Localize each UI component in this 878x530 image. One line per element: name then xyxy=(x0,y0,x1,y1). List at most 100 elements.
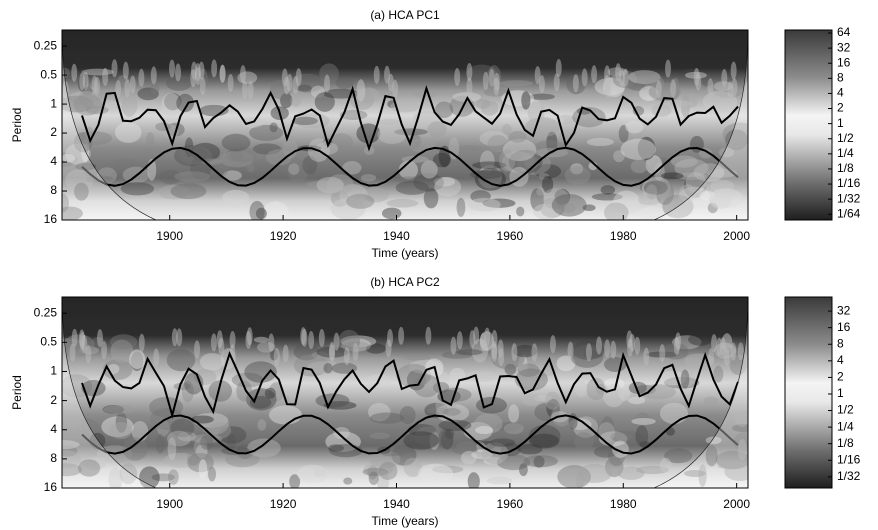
y-tick-label: 8 xyxy=(50,451,57,465)
heatmap-blob xyxy=(102,359,133,381)
heatmap-blob xyxy=(326,174,354,195)
colorbar-tick-label: 1/4 xyxy=(837,146,854,160)
heatmap-blob xyxy=(151,473,175,482)
heatmap-blob xyxy=(600,185,616,195)
heatmap-blob xyxy=(146,132,155,148)
heatmap-blob xyxy=(413,374,441,398)
heatmap-blob xyxy=(288,163,300,175)
heatmap-blob xyxy=(586,377,606,401)
heatmap-blob xyxy=(628,381,647,394)
heatmap-spike xyxy=(626,330,633,349)
heatmap-blob xyxy=(62,193,69,213)
heatmap-spike xyxy=(723,348,730,367)
heatmap-blob xyxy=(457,145,482,152)
heatmap xyxy=(62,297,748,488)
heatmap-blob xyxy=(561,202,576,214)
y-tick-label: 1 xyxy=(50,364,57,378)
heatmap-spike xyxy=(643,347,650,366)
heatmap-blob xyxy=(363,187,389,203)
heatmap-blob xyxy=(708,188,744,208)
heatmap-blob xyxy=(526,99,541,113)
heatmap-blob xyxy=(102,405,125,414)
heatmap-blob xyxy=(513,344,538,358)
heatmap-blob xyxy=(395,180,430,195)
heatmap-blob xyxy=(627,396,646,405)
heatmap-spike xyxy=(211,59,218,78)
heatmap-blob xyxy=(280,92,293,109)
heatmap-blob xyxy=(331,362,358,374)
heatmap-spike xyxy=(581,68,588,87)
heatmap-blob xyxy=(603,378,625,390)
colorbar-tick-label: 16 xyxy=(837,55,851,69)
heatmap-blob xyxy=(499,80,533,87)
y-tick-label: 8 xyxy=(50,183,57,197)
heatmap-blob xyxy=(290,95,302,107)
heatmap-spike xyxy=(711,334,718,353)
heatmap-blob xyxy=(435,393,457,417)
colorbar-tick-label: 1/32 xyxy=(837,191,861,205)
heatmap-blob xyxy=(509,166,529,187)
heatmap-spike xyxy=(227,73,234,92)
heatmap-spike xyxy=(488,68,495,87)
heatmap-blob xyxy=(225,148,243,162)
y-axis-label: Period xyxy=(10,375,24,410)
heatmap-blob xyxy=(715,450,748,470)
heatmap-spike xyxy=(466,77,473,96)
heatmap-blob xyxy=(408,359,443,374)
colorbar xyxy=(784,29,833,221)
heatmap-spike xyxy=(695,72,702,91)
heatmap-blob xyxy=(166,349,196,372)
heatmap-blob xyxy=(469,170,503,180)
heatmap-blob xyxy=(190,415,214,424)
heatmap-spike xyxy=(491,343,498,362)
heatmap-blob xyxy=(413,173,445,192)
heatmap-blob xyxy=(130,351,144,371)
heatmap-blob xyxy=(399,406,416,425)
heatmap-blob xyxy=(612,190,641,214)
heatmap-spike xyxy=(555,59,562,78)
heatmap-blob xyxy=(632,106,645,116)
heatmap-blob xyxy=(536,187,545,196)
heatmap-spike xyxy=(730,61,737,80)
heatmap-blob xyxy=(604,357,627,373)
heatmap-spike xyxy=(295,68,302,87)
chart-title: (a) HCA PC1 xyxy=(370,8,440,22)
heatmap-blob xyxy=(269,122,278,133)
heatmap-blob xyxy=(403,457,422,477)
heatmap-blob xyxy=(556,114,577,125)
heatmap-spike xyxy=(605,80,612,99)
heatmap-blob xyxy=(297,84,312,92)
heatmap-spike xyxy=(216,330,223,349)
heatmap-blob xyxy=(638,206,668,220)
heatmap-blob xyxy=(641,176,672,201)
heatmap-blob xyxy=(625,120,644,134)
heatmap-blob xyxy=(319,63,339,84)
heatmap-blob xyxy=(432,381,450,394)
heatmap-blob xyxy=(150,82,160,94)
heatmap-blob xyxy=(710,179,735,193)
heatmap-blob xyxy=(637,194,661,205)
heatmap-spike xyxy=(670,79,677,98)
y-tick-label: 1 xyxy=(50,96,57,110)
heatmap-blob xyxy=(339,184,368,207)
heatmap-blob xyxy=(688,333,713,346)
heatmap-spike xyxy=(115,80,122,99)
heatmap-blob xyxy=(96,167,117,184)
heatmap-blob xyxy=(670,155,698,168)
heatmap-blob xyxy=(432,152,451,168)
heatmap-spike xyxy=(169,59,176,78)
heatmap-blob xyxy=(577,464,612,483)
colorbar-tick-label: 32 xyxy=(837,40,851,54)
heatmap-blob xyxy=(575,472,585,488)
heatmap-blob xyxy=(376,470,390,488)
heatmap-blob xyxy=(503,423,524,435)
heatmap-blob xyxy=(574,380,588,397)
heatmap-blob xyxy=(342,161,362,175)
heatmap-blob xyxy=(541,175,554,194)
x-tick-label: 1980 xyxy=(610,497,637,511)
heatmap-blob xyxy=(722,122,748,146)
heatmap-blob xyxy=(296,464,329,484)
heatmap-blob xyxy=(78,459,101,477)
plot-frame xyxy=(61,296,749,489)
heatmap-spike xyxy=(604,339,611,358)
